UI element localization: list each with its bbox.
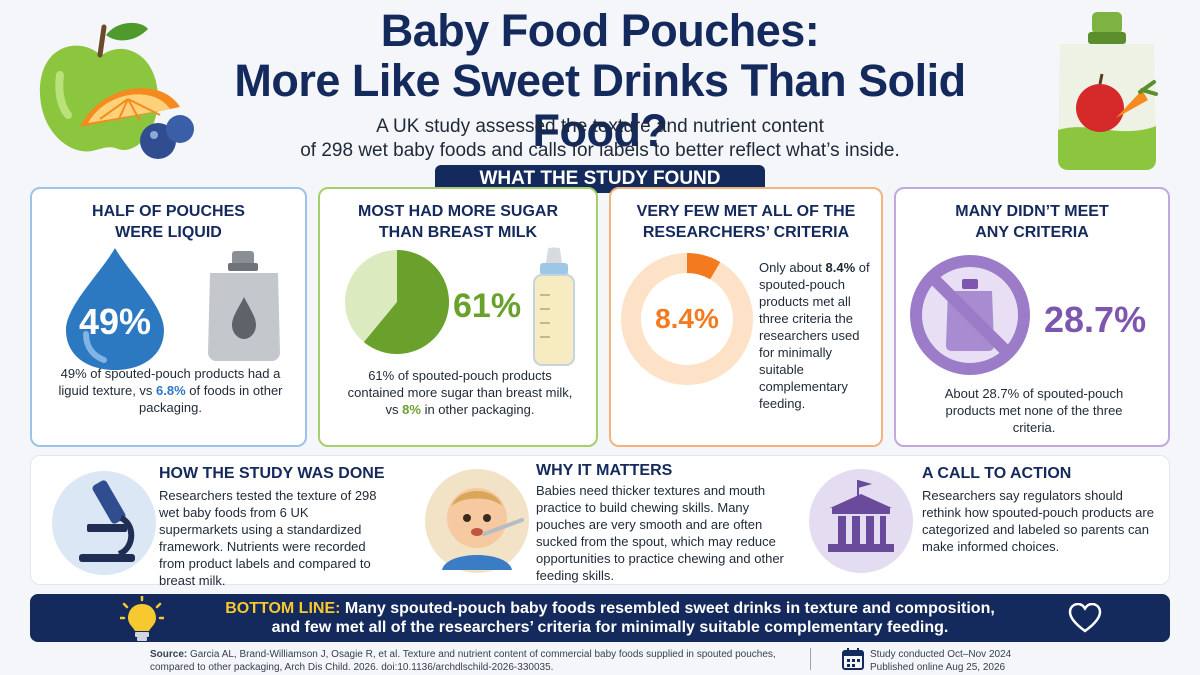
card-title-line-2: WERE LIQUID (115, 224, 222, 241)
published-date: Published online Aug 25, 2026 (870, 662, 1006, 673)
card-title: MOST HAD MORE SUGAR THAN BREAST MILK (320, 201, 596, 243)
source-label: Source: (150, 649, 188, 660)
fruit-illustration (39, 22, 194, 159)
subtitle-line-1: A UK study assessed the texture and nutr… (376, 116, 824, 137)
pouch-icon (208, 251, 280, 361)
section-how: HOW THE STUDY WAS DONE Researchers teste… (31, 456, 401, 588)
card-text-highlight: 6.8% (156, 383, 186, 398)
card-title: MANY DIDN’T MEET ANY CRITERIA (896, 201, 1168, 243)
bottom-line-label: BOTTOM LINE: (225, 600, 341, 617)
card-title-line-2: RESEARCHERS’ CRITERIA (642, 224, 850, 241)
bottom-line-text-1: Many spouted-pouch baby foods resembled … (344, 600, 995, 617)
sugar-pie-chart (345, 250, 449, 354)
source-text: Garcia AL, Brand-Williamson J, Osagie R,… (150, 649, 776, 673)
section-title: A CALL TO ACTION (922, 465, 1072, 482)
details-panel: HOW THE STUDY WAS DONE Researchers teste… (30, 455, 1171, 588)
title-line-2: More Like Sweet Drinks Than Solid Food? (234, 55, 966, 156)
blueberry-icon (140, 115, 194, 159)
study-conducted: Study conducted Oct–Nov 2024 (870, 649, 1012, 660)
card-text-part: 61% of spouted-pouch products contained … (347, 368, 573, 417)
orange-icon (80, 88, 180, 127)
section-title: HOW THE STUDY WAS DONE (159, 465, 385, 482)
stat-value: 8.4% (655, 303, 719, 334)
baby-icon (425, 469, 529, 573)
section-text: Babies need thicker textures and mouth p… (536, 483, 784, 583)
bottom-line-text: BOTTOM LINE: Many spouted-pouch baby foo… (185, 599, 1035, 637)
title-line-1: Baby Food Pouches: (380, 5, 820, 56)
card-text-highlight: 8% (402, 402, 421, 417)
card-text-highlight: 8.4% (825, 260, 856, 275)
droplet-icon (66, 248, 164, 370)
card-title-line-1: HALF OF POUCHES (92, 203, 245, 220)
section-title: WHY IT MATTERS (536, 462, 673, 479)
card-text-part: 49% of spouted-pouch products had a ligu… (58, 366, 281, 398)
pouch-icon (1058, 12, 1158, 170)
heart-icon (1068, 603, 1102, 633)
card-description: Only about 8.4% of spouted-pouch product… (759, 259, 877, 412)
stat-value: 28.7% (1044, 299, 1147, 340)
subtitle-line-2: of 298 wet baby foods and calls for labe… (300, 140, 900, 161)
card-description: About 28.7% of spouted-pouch products me… (944, 386, 1124, 435)
card-title: VERY FEW MET ALL OF THE RESEARCHERS’ CRI… (611, 201, 881, 243)
pouch-illustration (1058, 12, 1158, 170)
microscope-icon (52, 471, 156, 575)
lightbulb-icon (120, 596, 164, 641)
study-dates: Study conducted Oct–Nov 2024 Published o… (870, 648, 1011, 674)
page-subtitle: A UK study assessed the texture and nutr… (240, 115, 960, 163)
card-text-part: Only about (759, 260, 826, 275)
baby-bottle-icon (533, 247, 575, 366)
page-title: Baby Food Pouches: More Like Sweet Drink… (180, 6, 1020, 156)
card-title-line-1: MANY DIDN’T MEET (955, 203, 1109, 220)
section-action: A CALL TO ACTION Researchers say regulat… (796, 456, 1171, 586)
card-title-line-2: THAN BREAST MILK (378, 224, 538, 241)
stat-value: 49% (78, 301, 152, 342)
criteria-ring-chart (621, 253, 753, 385)
section-text: Researchers say regulators should rethin… (922, 488, 1154, 554)
bottom-line-text-2: and few met all of the researchers’ crit… (271, 619, 949, 636)
section-why: WHY IT MATTERS Babies need thicker textu… (416, 456, 796, 586)
no-pouch-icon (910, 255, 1030, 375)
pie-slice-61 (363, 250, 449, 354)
ring-arc-8-4 (621, 253, 753, 385)
card-title: HALF OF POUCHES WERE LIQUID (32, 201, 305, 243)
card-text-part: in other packaging. (420, 402, 535, 417)
card-title-line-1: MOST HAD MORE SUGAR (358, 203, 558, 220)
bottom-line-banner: BOTTOM LINE: Many spouted-pouch baby foo… (30, 594, 1170, 642)
card-text-part: of foods in other packaging. (139, 383, 283, 415)
card-liquid: HALF OF POUCHES WERE LIQUID 49% 49% of s… (30, 187, 307, 447)
card-no-criteria: MANY DIDN’T MEET ANY CRITERIA 28.7% Abou… (894, 187, 1170, 447)
card-description: 61% of spouted-pouch products contained … (340, 367, 580, 418)
stat-value: 61% (453, 287, 522, 325)
footer-divider (810, 648, 811, 670)
apple-icon (39, 22, 158, 152)
card-title-line-2: ANY CRITERIA (975, 224, 1089, 241)
card-criteria: VERY FEW MET ALL OF THE RESEARCHERS’ CRI… (609, 187, 883, 447)
card-text-part: of spouted-pouch products met all three … (759, 260, 870, 411)
card-description: 49% of spouted-pouch products had a ligu… (52, 365, 289, 416)
government-building-icon (809, 469, 913, 573)
card-title-line-1: VERY FEW MET ALL OF THE (636, 203, 856, 220)
calendar-icon (842, 648, 864, 670)
card-sugar: MOST HAD MORE SUGAR THAN BREAST MILK 61%… (318, 187, 598, 447)
source-citation: Source: Garcia AL, Brand-Williamson J, O… (150, 648, 790, 674)
section-text: Researchers tested the texture of 298 we… (159, 488, 377, 588)
